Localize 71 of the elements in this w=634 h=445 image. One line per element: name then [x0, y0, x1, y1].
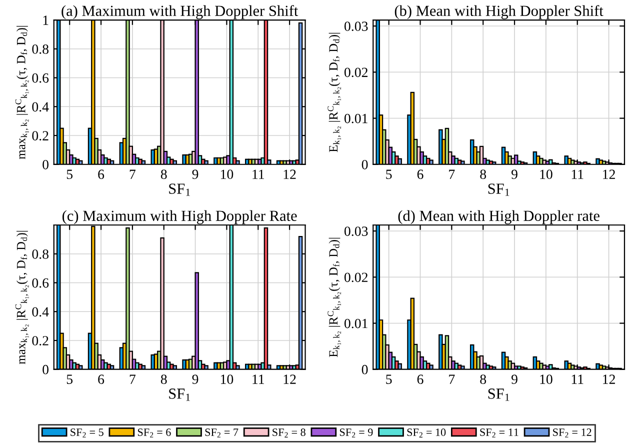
- y-tick-label: 0.2: [32, 336, 48, 346]
- y-tick-label: 0.8: [32, 249, 48, 259]
- text: E$_{k₁,k₂}$ |R$^{C}$$_{k₁,k₂}$(τ, D$_{f}$, D$_{d}$)|: [328, 238, 341, 358]
- text: max$_{k₁,k₂}$ |R$^{C}$$_{k₁,k₂}$(τ, D$_{f}$, D$_{d}$)|: [15, 26, 29, 160]
- x-tick-label: 7: [130, 374, 136, 384]
- y-tick-label: 1: [43, 16, 48, 25]
- x-axis-title: SF$_{1}$: [488, 184, 510, 196]
- y-tick-label: 0.4: [32, 102, 49, 112]
- legend-label: SF$_{2}$ = 12: [553, 428, 592, 438]
- y-tick-label: 0.2: [32, 131, 48, 141]
- x-tick-label: 10: [540, 170, 552, 180]
- x-tick-label: 12: [284, 374, 296, 384]
- x-tick-label: 9: [192, 374, 198, 384]
- x-tick-label: 6: [98, 170, 104, 180]
- legend-label: SF$_{2}$ = 11: [480, 428, 518, 438]
- y-tick-label: 0: [362, 364, 368, 374]
- x-tick-label: 10: [540, 374, 552, 384]
- x-tick-label: 11: [252, 170, 264, 179]
- x-tick-label: 11: [252, 374, 264, 384]
- x-tick-label: 8: [480, 170, 486, 180]
- x-tick-label: 10: [220, 374, 234, 384]
- y-tick-label: 0: [42, 160, 48, 170]
- y-tick-label: 0.02: [344, 68, 368, 78]
- x-tick-label: 8: [160, 170, 167, 180]
- x-tick-label: 8: [480, 374, 486, 384]
- x-tick-label: 9: [511, 170, 518, 180]
- y-tick-label: 0.8: [32, 44, 48, 54]
- legend-label: SF$_{2}$ = 6: [138, 428, 171, 438]
- x-tick-label: 7: [449, 374, 455, 384]
- x-tick-label: 11: [572, 170, 584, 179]
- y-tick-label: 0.03: [344, 226, 368, 236]
- x-tick-label: 6: [417, 170, 424, 180]
- x-tick-label: 6: [417, 374, 424, 384]
- chart-title: (b) Mean with High Doppler Shift: [394, 5, 604, 20]
- legend-label: SF$_{2}$ = 8: [272, 428, 306, 438]
- y-tick-label: 0: [362, 160, 368, 170]
- x-tick-label: 9: [192, 170, 198, 180]
- x-axis-title: SF$_{1}$: [488, 388, 510, 401]
- x-tick-label: 5: [386, 170, 392, 180]
- legend-label: SF$_{2}$ = 7: [205, 428, 238, 438]
- x-tick-label: 12: [603, 170, 615, 179]
- x-tick-label: 10: [220, 170, 234, 180]
- y-tick-label: 0.01: [344, 318, 368, 328]
- y-tick-label: 0.01: [344, 114, 368, 124]
- y-tick-label: 0.6: [32, 278, 49, 288]
- x-tick-label: 6: [98, 374, 104, 384]
- x-tick-label: 12: [284, 170, 296, 179]
- text: max$_{k₁,k₂}$ |R$^{C}$$_{k₁,k₂}$(τ, D$_{f}$, D$_{d}$)|: [15, 230, 29, 364]
- y-tick-label: 0.02: [344, 272, 368, 282]
- x-tick-label: 8: [160, 374, 167, 384]
- chart-title: (a) Maximum with High Doppler Shift: [62, 5, 298, 20]
- legend-label: SF$_{2}$ = 5: [70, 428, 104, 438]
- x-tick-label: 12: [603, 374, 615, 384]
- x-tick-label: 5: [66, 170, 73, 180]
- x-tick-label: 7: [130, 170, 136, 179]
- x-tick-label: 5: [386, 374, 392, 384]
- legend-label: SF$_{2}$ = 9: [340, 428, 373, 438]
- y-tick-label: 0.4: [32, 307, 49, 317]
- y-tick-label: 0: [42, 364, 48, 374]
- x-tick-label: 9: [511, 374, 518, 384]
- y-tick-label: 0.03: [344, 22, 368, 32]
- chart-title: (d) Mean with High Doppler rate: [398, 210, 600, 224]
- x-tick-label: 5: [66, 374, 73, 384]
- y-tick-label: 0.6: [32, 73, 49, 83]
- text: E$_{k₁,k₂}$ |R$^{C}$$_{k₁,k₂}$(τ, D$_{f}$, D$_{d}$)|: [328, 32, 341, 152]
- legend-label: SF$_{2}$ = 10: [407, 428, 446, 438]
- x-axis-title: SF$_{1}$: [169, 184, 190, 196]
- x-axis-title: SF$_{1}$: [169, 388, 190, 401]
- x-tick-label: 11: [572, 374, 584, 384]
- chart-title: (c) Maximum with High Doppler Rate: [62, 210, 297, 224]
- x-tick-label: 7: [449, 170, 455, 179]
